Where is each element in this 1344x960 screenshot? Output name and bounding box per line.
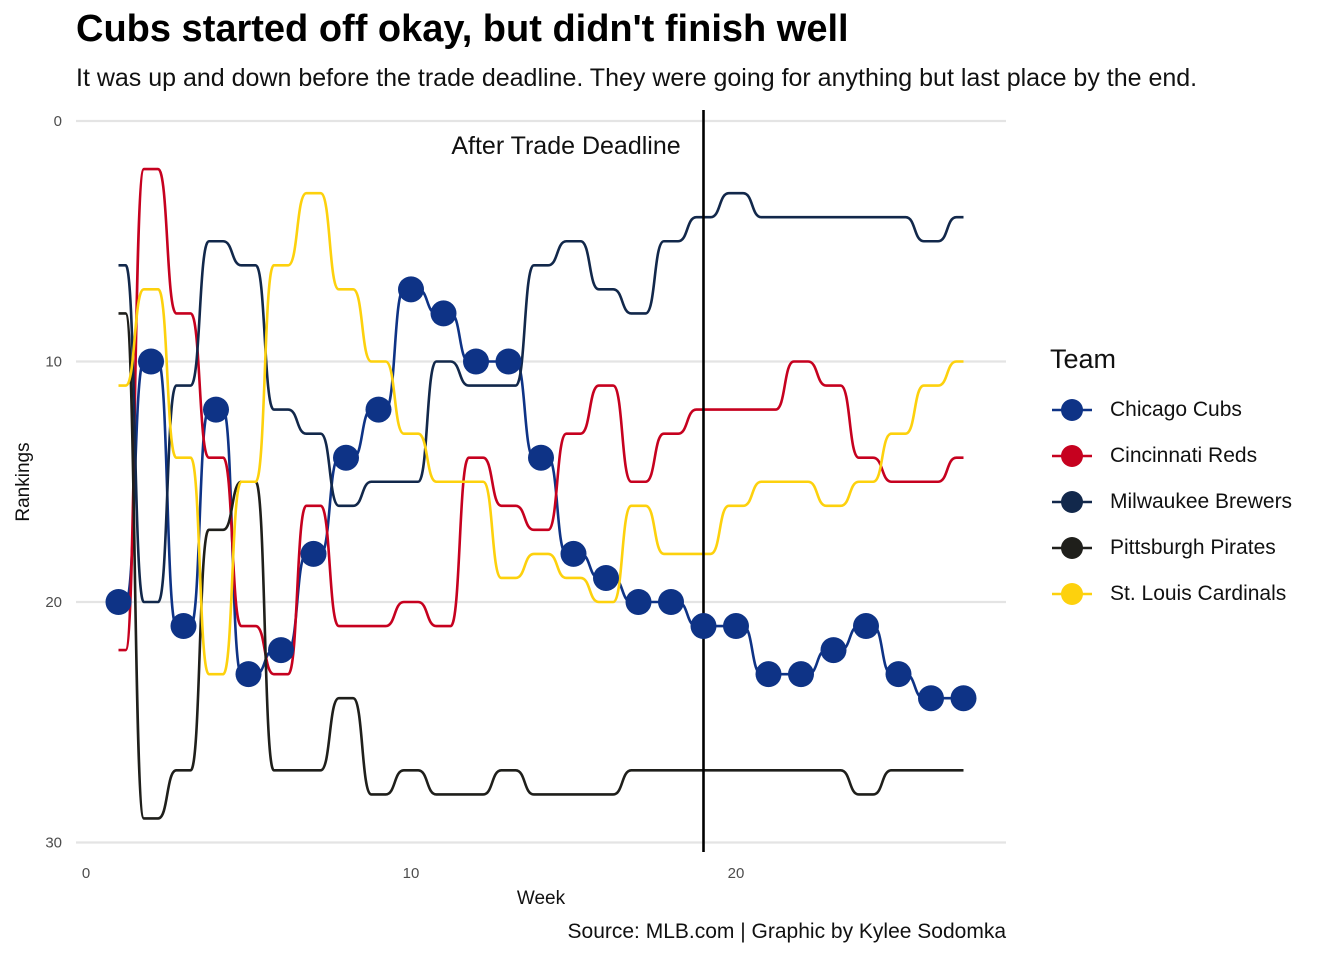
legend: Team Chicago Cubs Cincinnati Reds Milwauke… — [1050, 344, 1292, 617]
chart-title: Cubs started off okay, but didn't finish… — [76, 8, 849, 50]
data-point-chicago-cubs — [560, 540, 587, 567]
data-point-chicago-cubs — [333, 444, 359, 471]
legend-item-cincinnati-reds: Cincinnati Reds — [1050, 433, 1292, 479]
data-point-chicago-cubs — [918, 685, 944, 712]
trade-deadline-annotation: After Trade Deadline — [451, 132, 680, 160]
legend-key-st-louis-cardinals — [1052, 583, 1092, 605]
legend-key-pittsburgh-pirates — [1052, 537, 1092, 559]
data-point-chicago-cubs — [658, 589, 684, 615]
series-points — [105, 276, 977, 712]
legend-key-milwaukee-brewers — [1052, 491, 1092, 513]
legend-item-st-louis-cardinals: St. Louis Cardinals — [1050, 571, 1292, 617]
data-point-chicago-cubs — [593, 564, 619, 591]
legend-key-dot — [1061, 583, 1083, 605]
legend-label: Chicago Cubs — [1110, 398, 1242, 421]
legend-key-dot — [1061, 399, 1083, 421]
data-point-chicago-cubs — [528, 444, 554, 471]
data-point-chicago-cubs — [788, 661, 814, 688]
legend-title: Team — [1050, 344, 1117, 374]
series-line-chicago-cubs — [118, 288, 964, 700]
series-line-cincinnati-reds — [118, 167, 964, 676]
legend-label: Cincinnati Reds — [1110, 444, 1258, 467]
x-axis-label: Week — [517, 888, 566, 909]
series-lines — [118, 167, 964, 820]
legend-label: Milwaukee Brewers — [1110, 490, 1293, 513]
gridlines — [76, 119, 1006, 844]
data-point-chicago-cubs — [105, 589, 132, 615]
data-point-chicago-cubs — [398, 276, 424, 303]
data-point-chicago-cubs — [853, 613, 879, 640]
data-point-chicago-cubs — [365, 396, 392, 423]
data-point-chicago-cubs — [170, 613, 197, 640]
x-tick-label-10: 10 — [403, 865, 420, 882]
data-point-chicago-cubs — [268, 637, 294, 664]
y-tick-label-10: 10 — [45, 354, 62, 371]
series-line-milwaukee-brewers — [118, 191, 964, 604]
legend-key-dot — [1061, 491, 1083, 513]
legend-label: Pittsburgh Pirates — [1110, 536, 1276, 559]
data-point-chicago-cubs — [300, 540, 327, 567]
legend-key-chicago-cubs — [1052, 399, 1092, 421]
chart-subtitle: It was up and down before the trade dead… — [76, 64, 1198, 92]
data-point-chicago-cubs — [723, 613, 749, 640]
legend-key-dot — [1061, 445, 1083, 467]
data-point-chicago-cubs — [235, 661, 262, 688]
y-tick-label-20: 20 — [45, 594, 62, 611]
data-point-chicago-cubs — [755, 661, 782, 688]
data-point-chicago-cubs — [820, 637, 847, 664]
source-caption: Source: MLB.com | Graphic by Kylee Sodom… — [567, 920, 1006, 943]
data-point-chicago-cubs — [690, 613, 717, 640]
legend-items: Chicago Cubs Cincinnati Reds Milwaukee Bre… — [1050, 387, 1292, 617]
data-point-chicago-cubs — [138, 348, 164, 375]
y-tick-label-0: 0 — [54, 113, 62, 130]
legend-label: St. Louis Cardinals — [1110, 582, 1287, 605]
data-point-chicago-cubs — [495, 348, 522, 375]
series-line-st-louis-cardinals — [118, 191, 964, 676]
legend-key-cincinnati-reds — [1052, 445, 1092, 467]
legend-item-pittsburgh-pirates: Pittsburgh Pirates — [1050, 525, 1292, 571]
data-point-chicago-cubs — [885, 661, 912, 688]
y-axis-label: Rankings — [13, 442, 34, 521]
axis-ticks: 0 10 20 30 0 10 20 — [45, 113, 744, 882]
legend-key-dot — [1061, 537, 1083, 559]
data-point-chicago-cubs — [625, 589, 652, 615]
series-line-pittsburgh-pirates — [118, 312, 964, 820]
data-point-chicago-cubs — [950, 685, 977, 712]
x-tick-label-20: 20 — [728, 865, 745, 882]
data-point-chicago-cubs — [463, 348, 489, 375]
data-point-chicago-cubs — [430, 300, 457, 327]
legend-item-chicago-cubs: Chicago Cubs — [1050, 387, 1292, 433]
x-tick-label-0: 0 — [82, 865, 90, 882]
data-point-chicago-cubs — [203, 396, 229, 423]
y-tick-label-30: 30 — [45, 835, 62, 852]
legend-item-milwaukee-brewers: Milwaukee Brewers — [1050, 479, 1292, 525]
